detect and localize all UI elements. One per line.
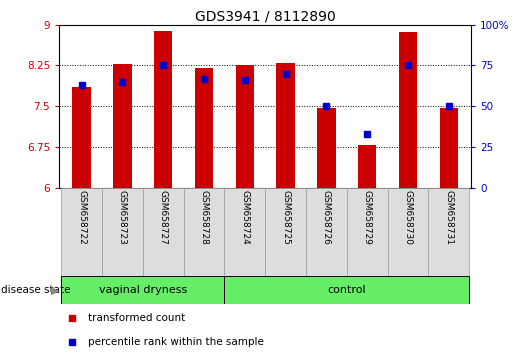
Bar bbox=[428, 188, 469, 276]
Bar bbox=[347, 188, 388, 276]
Text: percentile rank within the sample: percentile rank within the sample bbox=[88, 337, 264, 347]
Text: GSM658729: GSM658729 bbox=[363, 190, 372, 245]
Text: GSM658725: GSM658725 bbox=[281, 190, 290, 245]
Bar bbox=[440, 108, 458, 188]
Bar bbox=[225, 188, 265, 276]
Bar bbox=[61, 188, 102, 276]
Bar bbox=[317, 108, 336, 188]
Bar bbox=[236, 65, 254, 188]
Bar bbox=[195, 68, 213, 188]
Text: disease state: disease state bbox=[1, 285, 70, 295]
Text: GSM658728: GSM658728 bbox=[199, 190, 209, 245]
Text: vaginal dryness: vaginal dryness bbox=[99, 285, 187, 295]
Bar bbox=[306, 188, 347, 276]
Bar bbox=[102, 188, 143, 276]
Bar bbox=[143, 188, 184, 276]
Bar bbox=[184, 188, 225, 276]
Text: GSM658726: GSM658726 bbox=[322, 190, 331, 245]
Bar bbox=[61, 276, 225, 304]
Bar bbox=[225, 276, 469, 304]
Text: GSM658731: GSM658731 bbox=[444, 190, 453, 245]
Text: GSM658727: GSM658727 bbox=[159, 190, 168, 245]
Bar bbox=[73, 87, 91, 188]
Text: control: control bbox=[328, 285, 366, 295]
Bar bbox=[277, 63, 295, 188]
Text: GSM658722: GSM658722 bbox=[77, 190, 86, 245]
Title: GDS3941 / 8112890: GDS3941 / 8112890 bbox=[195, 10, 336, 24]
Bar bbox=[399, 32, 417, 188]
Bar bbox=[154, 31, 173, 188]
Bar bbox=[265, 188, 306, 276]
Text: GSM658730: GSM658730 bbox=[403, 190, 413, 245]
Bar bbox=[358, 145, 376, 188]
Text: GSM658723: GSM658723 bbox=[118, 190, 127, 245]
Text: GSM658724: GSM658724 bbox=[241, 190, 249, 245]
Bar bbox=[113, 64, 132, 188]
Text: ▶: ▶ bbox=[50, 285, 59, 295]
Bar bbox=[388, 188, 428, 276]
Text: transformed count: transformed count bbox=[88, 313, 185, 323]
